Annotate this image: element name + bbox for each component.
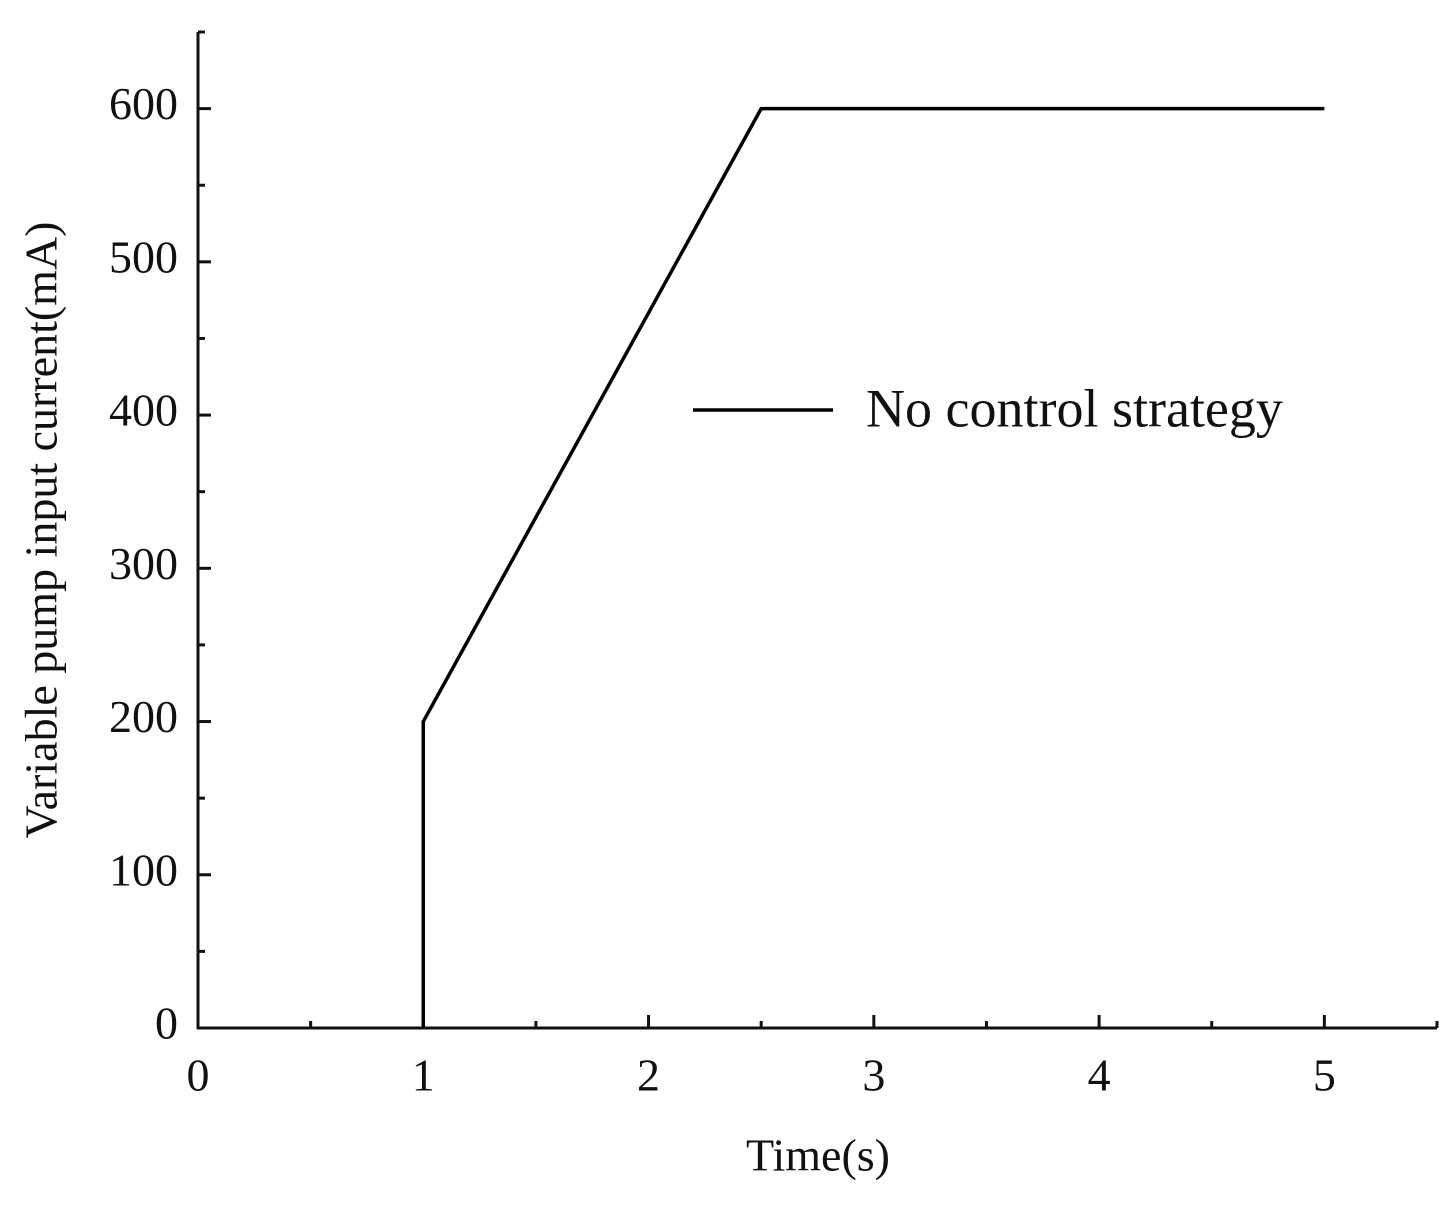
y-tick-label: 100 [109,844,178,895]
x-tick-label: 5 [1313,1050,1336,1101]
x-tick-label: 2 [637,1050,660,1101]
y-tick-label: 0 [155,998,178,1049]
y-tick-label: 400 [109,385,178,436]
x-tick-label: 3 [862,1050,885,1101]
x-tick-label: 0 [187,1050,210,1101]
y-tick-label: 600 [109,78,178,129]
series-line [421,106,1325,1028]
x-tick-label: 4 [1088,1050,1111,1101]
y-tick-label: 300 [109,538,178,589]
y-axis-title: Variable pump input current(mA) [16,222,67,839]
x-tick-label: 1 [412,1050,435,1101]
legend-label: No control strategy [866,378,1283,438]
y-tick-label: 200 [109,691,178,742]
x-axis-title: Time(s) [746,1130,890,1181]
y-tick-label: 500 [109,231,178,282]
